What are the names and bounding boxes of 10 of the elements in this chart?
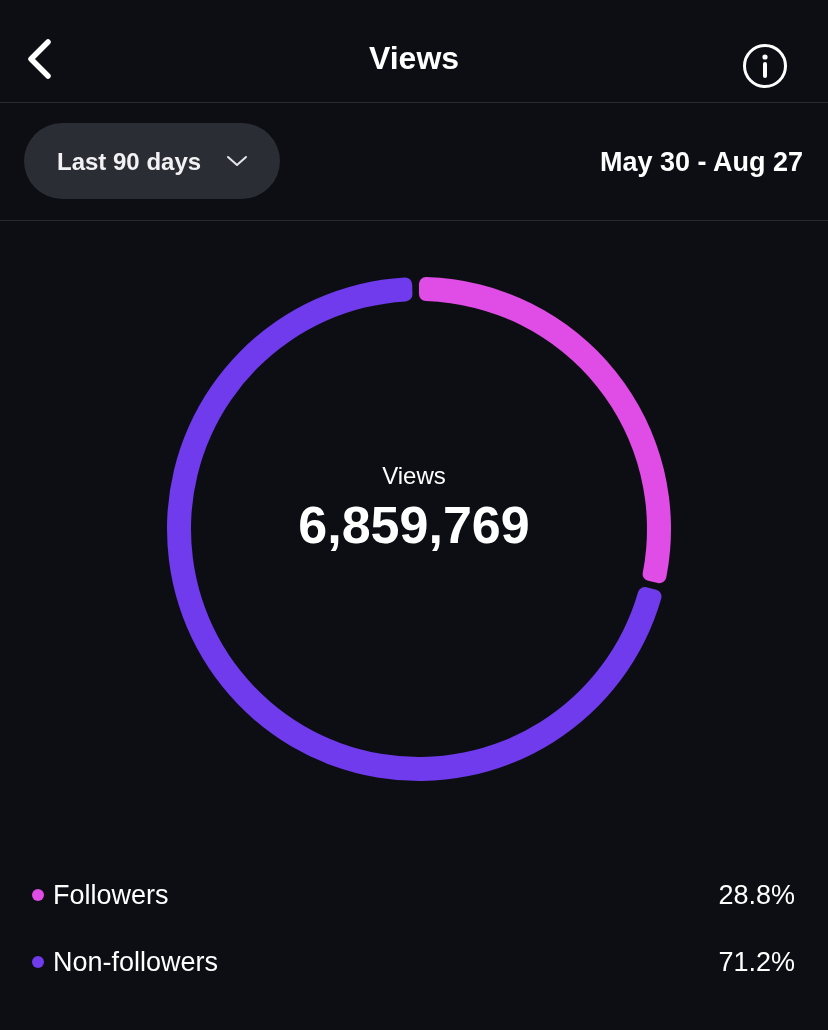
legend-label: Non-followers <box>53 946 219 979</box>
text: 6,859,769 <box>297 495 531 555</box>
data-label: 71.2% <box>718 946 795 979</box>
text: May 30 - Aug 27 <box>599 146 803 179</box>
data-label: 28.8% <box>718 879 795 912</box>
donut-slice <box>167 277 662 781</box>
legend-label: Followers <box>53 879 169 912</box>
chart-title: Views <box>367 39 461 78</box>
text: Last 90 days <box>57 147 202 177</box>
text: Views <box>381 461 447 491</box>
